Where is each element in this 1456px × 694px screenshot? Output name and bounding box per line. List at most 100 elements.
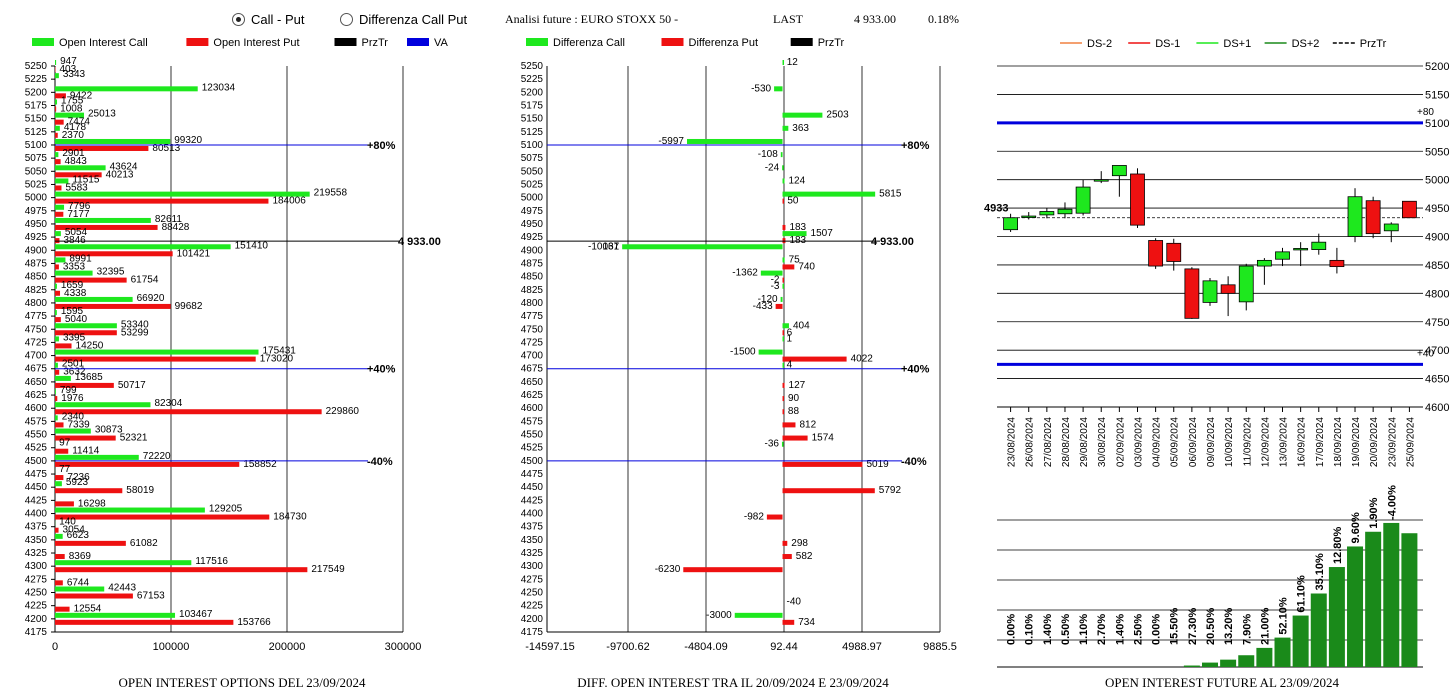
diff-put-bar <box>782 422 796 428</box>
oi-put-bar <box>55 211 64 217</box>
diff-strike-label: 4550 <box>521 430 544 441</box>
candle-date-label: 18/09/2024 <box>1333 417 1344 467</box>
oi-strike-label: 4650 <box>25 377 48 388</box>
oi-put-value-label: 5040 <box>65 314 88 325</box>
diff-strike-label: 5100 <box>521 140 544 151</box>
future-title: Analisi future : EURO STOXX 50 - <box>505 12 679 26</box>
diff-strike-label: 4700 <box>521 351 544 362</box>
oi-put-bar <box>55 475 64 481</box>
oi-put-value-label: 16298 <box>78 498 106 509</box>
oi-strike-label: 4300 <box>25 561 48 572</box>
oif-value-label: 7.90% <box>1241 614 1253 645</box>
oif-value-label: 2.70% <box>1096 614 1108 645</box>
diff-strike-label: 4850 <box>521 272 544 283</box>
oi-strike-label: 5175 <box>25 100 48 111</box>
oif-bar <box>1310 593 1327 667</box>
diff-value-label: 50 <box>787 196 799 207</box>
oif-value-label: 27.30% <box>1187 607 1199 645</box>
oi-call-value-label: 1659 <box>61 280 84 291</box>
oi-call-bar <box>55 612 176 618</box>
oi-put-value-label: 14250 <box>76 340 104 351</box>
oi-put-value-label: 12554 <box>74 604 102 615</box>
oi-put-value-label: 58019 <box>126 485 154 496</box>
oi-call-bar <box>55 270 93 276</box>
candle-date-label: 26/08/2024 <box>1025 417 1036 467</box>
oi-strike-label: 4900 <box>25 245 48 256</box>
radio-differenza[interactable]: Differenza Call Put <box>340 12 467 27</box>
diff-put-bar <box>782 554 792 560</box>
candle-legend-label: DS+1 <box>1223 38 1251 50</box>
diff-strike-label: 4350 <box>521 535 544 546</box>
diff-strike-label: 5050 <box>521 166 544 177</box>
oi-put-value-label: 184006 <box>272 196 306 207</box>
oi-put-bar <box>55 172 102 178</box>
diff-x-tick-label: 92.44 <box>770 641 798 653</box>
oi-call-value-label: 77 <box>59 464 71 475</box>
oi-put-value-label: 52321 <box>120 433 148 444</box>
diff-value-label: -36 <box>765 439 780 450</box>
oi-put-bar <box>55 224 158 230</box>
oi-put-value-label: 158852 <box>243 459 277 470</box>
diff-value-label: 4 <box>787 360 793 371</box>
oi-put-bar <box>55 554 65 560</box>
diff-strike-label: 4525 <box>521 443 544 454</box>
diff-value-label: 1574 <box>812 433 835 444</box>
oi-call-bar <box>55 86 198 92</box>
candle-date-label: 03/09/2024 <box>1133 417 1144 467</box>
oi-put-bar <box>55 317 61 323</box>
oif-bar <box>1220 659 1237 667</box>
diff-value-label: -433 <box>753 301 773 312</box>
diff-strike-label: 5250 <box>521 61 544 72</box>
candle-body <box>1238 265 1254 303</box>
diff-call-bar <box>780 152 783 158</box>
oi-call-value-label: 13685 <box>75 372 103 383</box>
oi-put-bar <box>55 409 322 415</box>
oi-x-tick-label: 200000 <box>269 641 306 653</box>
candle-body <box>1347 196 1363 237</box>
diff-put-bar <box>782 330 785 336</box>
oi-put-value-label: 53299 <box>121 327 149 338</box>
oi-put-value-label: 40213 <box>106 169 134 180</box>
diff-strike-label: 4725 <box>521 337 544 348</box>
oi-put-bar <box>55 145 149 151</box>
diff-value-label: 5019 <box>866 459 889 470</box>
candle-y-tick-label: 5100 <box>1425 118 1449 130</box>
oi-x-tick-label: 0 <box>52 641 58 653</box>
oif-value-label: 2.50% <box>1132 614 1144 645</box>
last-change: 0.18% <box>928 12 959 26</box>
oi-put-bar <box>55 448 69 454</box>
last-value: 4 933.00 <box>854 12 896 26</box>
candle-date-label: 04/09/2024 <box>1152 417 1163 467</box>
diff-legend-label: Differenza Put <box>689 37 759 49</box>
diff-value-label: -3000 <box>706 610 732 621</box>
oif-bar <box>1202 662 1218 667</box>
oi-call-bar <box>55 402 151 408</box>
oi-put-value-label: 99682 <box>175 301 203 312</box>
oi-strike-label: 4625 <box>25 390 48 401</box>
diff-put-bar <box>683 567 783 573</box>
oi-put-bar <box>55 290 61 296</box>
candle-body <box>1202 280 1218 303</box>
oi-put-value-label: 4338 <box>64 288 87 299</box>
oi-put-value-label: 61082 <box>130 538 158 549</box>
radio-call-put[interactable]: Call - Put <box>232 12 304 27</box>
oi-strike-label: 5150 <box>25 114 48 125</box>
oi-strike-label: 5075 <box>25 153 48 164</box>
oi-put-value-label: 153766 <box>237 617 271 628</box>
candle-body <box>1057 208 1073 215</box>
diff-value-label: -10067 <box>588 241 620 252</box>
diff-value-label: -40 <box>787 597 802 608</box>
last-label: LAST <box>773 12 803 26</box>
diff-strike-label: 4175 <box>521 627 544 638</box>
candle-y-tick-label: 5150 <box>1425 89 1449 101</box>
diff-call-bar <box>734 612 783 618</box>
diff-strike-label: 4900 <box>521 245 544 256</box>
candle-body <box>1075 186 1091 214</box>
diff-legend-swatch <box>790 38 813 46</box>
diff-put-bar <box>782 356 847 362</box>
oi-strike-label: 4200 <box>25 614 48 625</box>
oi-put-bar <box>55 488 123 494</box>
diff-strike-label: 4475 <box>521 469 544 480</box>
oi-call-bar <box>55 389 56 395</box>
diff-legend-swatch <box>526 38 548 46</box>
